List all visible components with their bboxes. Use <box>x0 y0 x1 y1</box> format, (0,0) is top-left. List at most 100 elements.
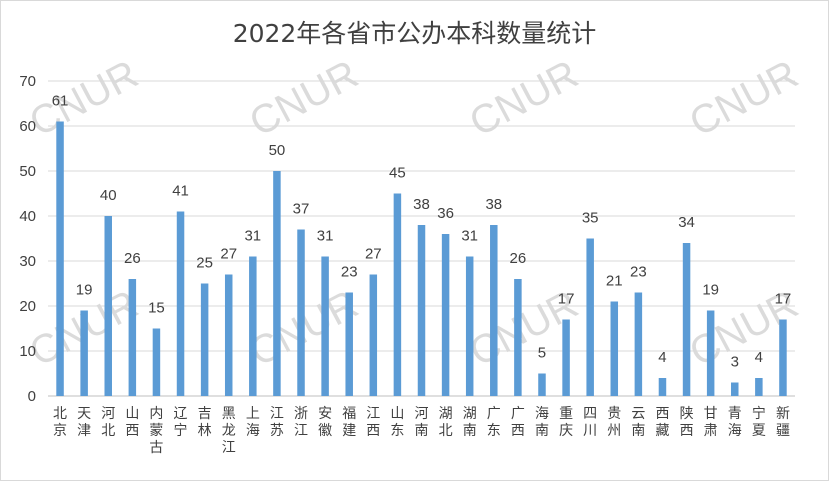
data-label: 19 <box>702 282 719 299</box>
category-label: 北京 <box>53 406 67 439</box>
data-label: 4 <box>658 349 666 366</box>
category-label: 辽宁 <box>174 406 188 439</box>
category-label: 青海 <box>728 406 742 439</box>
watermark-text: CNUR <box>463 52 586 145</box>
bar <box>56 121 64 396</box>
category-label: 河南 <box>415 406 429 439</box>
category-label: 湖南 <box>463 406 477 439</box>
bar <box>779 319 787 396</box>
data-label: 31 <box>461 228 478 245</box>
bar <box>80 310 88 396</box>
category-label: 甘肃 <box>704 406 718 439</box>
y-tick-label: 10 <box>19 343 36 360</box>
data-label: 4 <box>755 349 763 366</box>
bar <box>634 292 643 396</box>
data-label: 37 <box>293 201 310 218</box>
bar <box>755 378 763 396</box>
bar <box>249 256 257 396</box>
data-label: 23 <box>630 264 647 281</box>
category-label: 江西 <box>366 406 380 439</box>
data-label: 50 <box>269 142 286 159</box>
data-label: 5 <box>538 345 546 362</box>
watermark-text: CNUR <box>243 52 366 145</box>
data-label: 31 <box>317 228 334 245</box>
data-label: 27 <box>365 246 382 263</box>
data-label: 36 <box>437 205 454 222</box>
category-label: 吉林 <box>198 406 212 439</box>
data-label: 61 <box>52 93 69 110</box>
category-label: 广西 <box>511 406 525 439</box>
bar <box>393 193 402 396</box>
category-label: 新疆 <box>776 406 790 439</box>
bar <box>562 319 570 396</box>
y-tick-label: 50 <box>19 163 36 180</box>
bar <box>176 211 185 396</box>
y-tick-label: 70 <box>19 73 36 90</box>
bar <box>731 382 739 396</box>
bar <box>682 243 691 396</box>
bar <box>369 274 378 396</box>
data-label: 38 <box>485 196 502 213</box>
category-label: 湖北 <box>439 406 453 439</box>
y-tick-label: 60 <box>19 118 36 135</box>
bar <box>200 283 209 396</box>
data-label: 21 <box>606 273 623 290</box>
category-label: 天津 <box>77 406 91 439</box>
bar <box>441 234 450 396</box>
category-label: 西藏 <box>655 406 669 439</box>
category-label: 浙江 <box>294 406 308 439</box>
bar <box>152 328 161 396</box>
category-label: 山东 <box>390 406 404 439</box>
category-label: 内蒙古 <box>149 406 163 456</box>
bars <box>56 121 787 396</box>
category-label: 贵州 <box>607 406 621 439</box>
category-label: 河北 <box>101 406 115 439</box>
y-axis-ticks: 0 10 20 30 40 50 60 70 <box>19 73 36 405</box>
data-label: 26 <box>510 250 527 267</box>
category-label: 海南 <box>535 406 549 439</box>
data-label: 17 <box>558 291 575 308</box>
category-label: 宁夏 <box>752 405 766 439</box>
category-label: 四川 <box>583 406 597 439</box>
category-label: 安徽 <box>318 406 332 439</box>
category-label: 黑龙江 <box>222 406 236 456</box>
data-label: 41 <box>172 183 189 200</box>
bar <box>586 238 594 396</box>
category-label: 江苏 <box>270 406 284 439</box>
watermark-text: CNUR <box>23 52 146 145</box>
bar <box>321 256 329 396</box>
bar <box>104 216 112 396</box>
data-label: 19 <box>76 282 93 299</box>
category-label: 福建 <box>342 406 356 439</box>
x-axis-categories: 北京天津河北山西内蒙古辽宁吉林黑龙江上海江苏浙江安徽福建江西山东河南湖北湖南广东… <box>53 405 790 456</box>
category-label: 山西 <box>125 406 139 439</box>
chart-title: 2022年各省市公办本科数量统计 <box>232 19 597 48</box>
bar <box>128 279 137 396</box>
bar <box>658 378 667 396</box>
data-label: 25 <box>196 255 213 272</box>
y-tick-label: 0 <box>28 388 36 405</box>
category-label: 陕西 <box>680 406 694 439</box>
watermark-text: CNUR <box>683 52 806 145</box>
data-label: 27 <box>220 246 237 263</box>
y-tick-label: 20 <box>19 298 36 315</box>
data-labels: 6119402615412527315037312327453836313826… <box>52 93 792 371</box>
bar <box>610 301 619 396</box>
bar <box>514 279 522 396</box>
bar <box>273 171 281 396</box>
data-label: 45 <box>389 165 406 182</box>
category-label: 重庆 <box>559 406 573 439</box>
bar <box>224 274 233 396</box>
category-label: 云南 <box>631 406 645 439</box>
data-label: 26 <box>124 250 141 267</box>
bar <box>538 373 546 396</box>
bar <box>297 229 305 396</box>
data-label: 40 <box>100 187 117 204</box>
y-tick-label: 30 <box>19 253 36 270</box>
data-label: 34 <box>678 214 695 231</box>
bar <box>465 256 474 396</box>
y-tick-label: 40 <box>19 208 36 225</box>
category-label: 广东 <box>487 406 501 439</box>
